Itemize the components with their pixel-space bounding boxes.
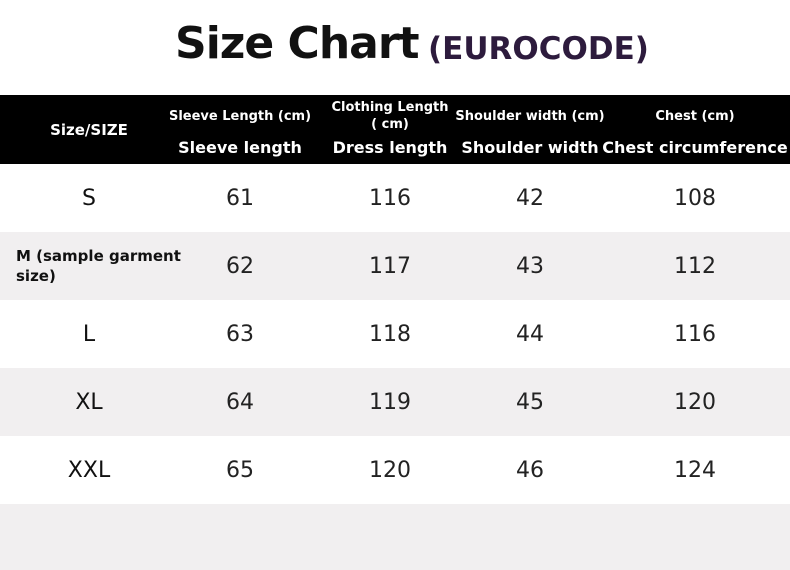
table-row: M (sample garment size) 62 117 43 112 — [0, 232, 790, 300]
value-cell: 112 — [674, 253, 716, 279]
header-text: Sleeve Length (cm) — [168, 109, 312, 124]
value-cell: 120 — [369, 457, 411, 483]
value-cell: 108 — [674, 185, 716, 211]
header-subtext: Dress length — [332, 138, 448, 157]
size-cell: XL — [75, 389, 103, 415]
table-header: Size/SIZE Sleeve Length (cm) Sleeve length… — [0, 95, 790, 164]
value-cell: 42 — [516, 185, 544, 211]
value-cell: 116 — [369, 185, 411, 211]
value-cell: 118 — [369, 321, 411, 347]
table-row: L 63 118 44 116 — [0, 300, 790, 368]
value-cell: 65 — [226, 457, 254, 483]
header-cell: Sleeve Length (cm) Sleeve length — [160, 95, 320, 164]
header-text: Clothing Length ( cm) — [331, 100, 449, 132]
header-cell: Shoulder width (cm) Shoulder width — [455, 95, 605, 164]
subtitle: (EUROCODE) — [428, 31, 649, 67]
header-cell: Chest (cm) Chest circumference — [600, 95, 790, 164]
value-cell: 63 — [226, 321, 254, 347]
size-cell: L — [82, 321, 96, 347]
value-cell: 119 — [369, 389, 411, 415]
value-cell: 120 — [674, 389, 716, 415]
value-cell: 43 — [516, 253, 544, 279]
table-row: S 61 116 42 108 — [0, 164, 790, 232]
header-text: Chest (cm) — [655, 109, 735, 124]
header-cell: Size/SIZE — [0, 95, 178, 164]
size-cell: S — [82, 185, 96, 211]
value-cell: 46 — [516, 457, 544, 483]
title: Size Chart — [175, 18, 420, 69]
header-subtext: Chest circumference — [602, 138, 788, 157]
value-cell: 64 — [226, 389, 254, 415]
table-row: XXL 65 120 46 124 — [0, 436, 790, 504]
value-cell: 116 — [674, 321, 716, 347]
table-footer — [0, 500, 790, 570]
value-cell: 44 — [516, 321, 544, 347]
value-cell: 61 — [226, 185, 254, 211]
table-row: XL 64 119 45 120 — [0, 368, 790, 436]
header-text: Size/SIZE — [50, 120, 128, 139]
value-cell: 124 — [674, 457, 716, 483]
size-cell: XXL — [67, 457, 111, 483]
header-subtext: Shoulder width — [461, 138, 599, 157]
header-subtext: Sleeve length — [178, 138, 302, 157]
header-cell: Clothing Length ( cm) Dress length — [315, 95, 465, 164]
value-cell: 45 — [516, 389, 544, 415]
value-cell: 117 — [369, 253, 411, 279]
value-cell: 62 — [226, 253, 254, 279]
size-cell: M (sample garment size) — [16, 247, 181, 285]
header-text: Shoulder width (cm) — [455, 109, 605, 124]
